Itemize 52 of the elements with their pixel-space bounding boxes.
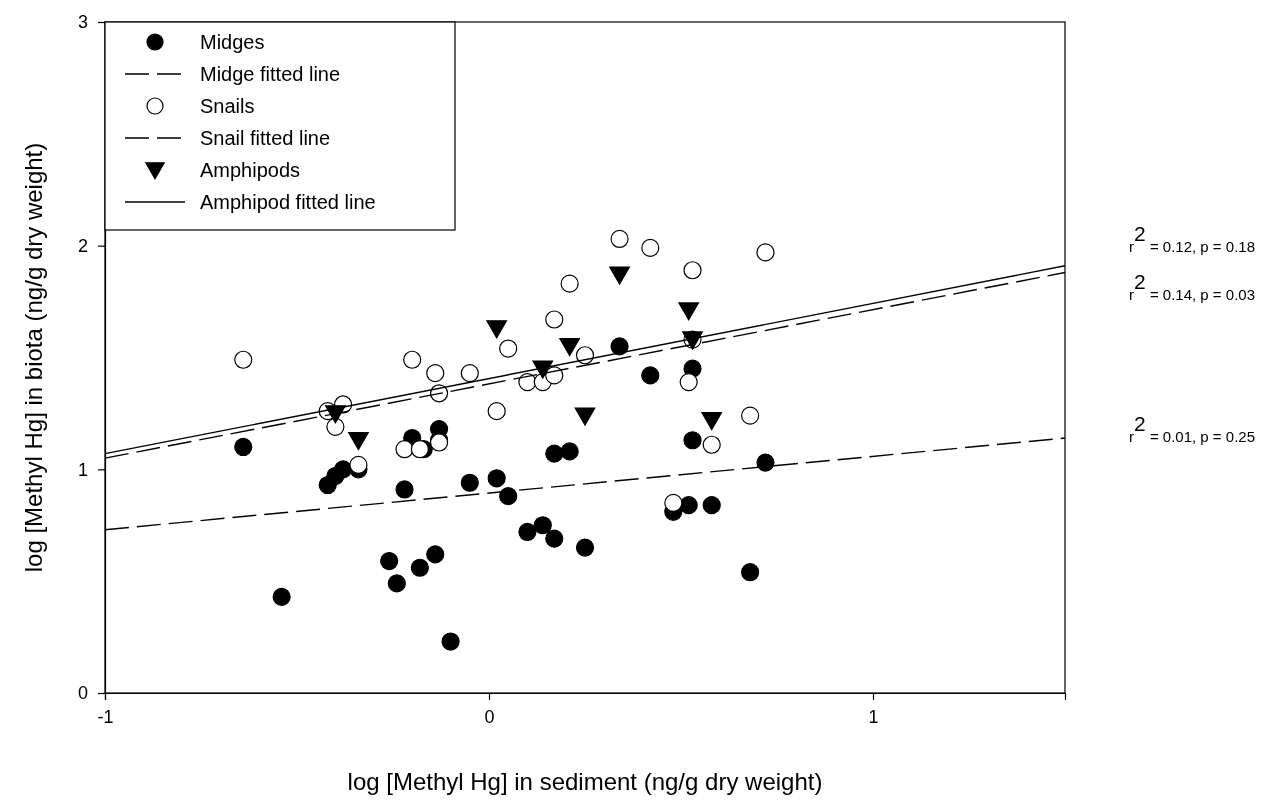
x-tick-label: 0 <box>484 706 495 727</box>
point <box>575 538 595 557</box>
point <box>325 405 346 424</box>
y-tick-label: 1 <box>77 459 88 480</box>
point <box>518 522 537 542</box>
x-axis-title: log [Methyl Hg] in sediment (ng/g dry weight) <box>347 768 823 795</box>
point <box>410 558 429 577</box>
point <box>679 496 698 515</box>
point <box>559 338 581 357</box>
legend-label: Snail fitted line <box>200 127 331 149</box>
point <box>664 493 683 512</box>
point <box>701 411 723 431</box>
point <box>678 302 700 321</box>
point <box>741 563 760 582</box>
point <box>545 444 564 463</box>
point <box>560 442 579 461</box>
y-tick-label: 0 <box>77 683 88 704</box>
y-tick-label: 3 <box>77 12 88 33</box>
legend-label: Amphipods <box>200 159 301 181</box>
point <box>532 360 554 379</box>
point <box>641 366 660 385</box>
point <box>272 587 291 606</box>
point <box>702 496 721 515</box>
point <box>349 455 368 474</box>
point <box>380 551 399 571</box>
point <box>234 437 253 457</box>
point <box>333 460 353 479</box>
point <box>348 432 369 451</box>
legend-label: Snails <box>200 95 255 117</box>
point <box>545 529 564 548</box>
x-tick-label: 1 <box>868 706 879 727</box>
point <box>610 337 629 356</box>
point <box>499 487 518 506</box>
point <box>441 632 460 651</box>
point <box>426 545 445 564</box>
y-axis-title: log [Methyl Hg] in biota (ng/g dry weight) <box>20 142 47 573</box>
legend-label: Midges <box>200 31 265 53</box>
point <box>395 480 414 499</box>
point <box>410 440 429 459</box>
x-tick-label: -1 <box>97 706 114 727</box>
point <box>533 516 552 535</box>
legend-label: Midge fitted line <box>200 63 341 85</box>
point <box>460 473 479 492</box>
legend-label: Amphipod fitted line <box>200 191 376 213</box>
y-tick-label: 2 <box>77 235 88 256</box>
point <box>756 453 775 472</box>
point <box>609 266 630 285</box>
point <box>387 574 406 593</box>
point <box>683 431 702 450</box>
point <box>486 320 508 339</box>
point <box>487 469 506 488</box>
point <box>574 407 596 426</box>
